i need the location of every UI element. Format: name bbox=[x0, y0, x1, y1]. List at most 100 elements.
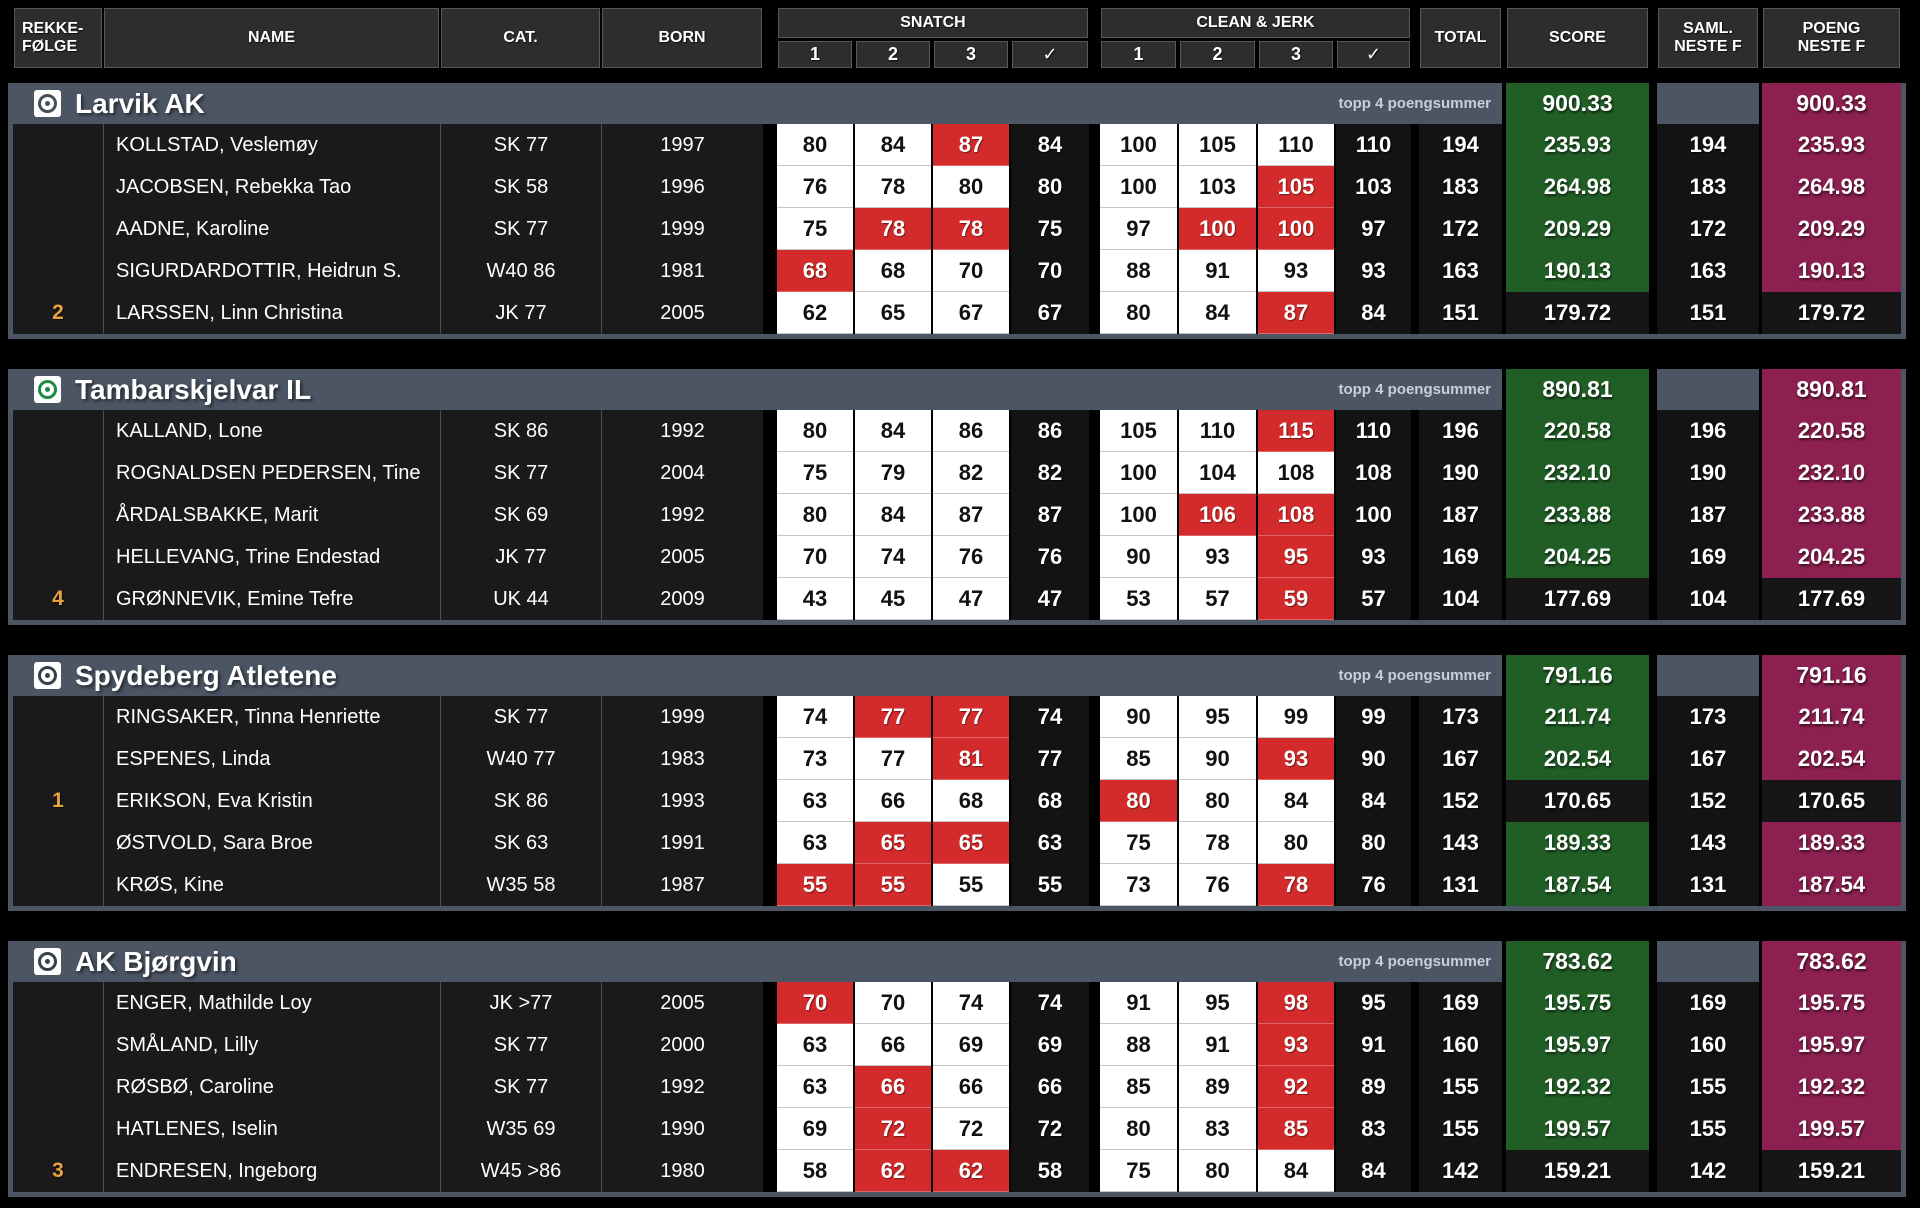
athlete-name-cell: AADNE, Karoline bbox=[103, 208, 440, 250]
order-cell bbox=[13, 410, 103, 452]
header-total: TOTAL bbox=[1420, 8, 1501, 68]
team-block: Tambarskjelvar IL topp 4 poengsummer 890… bbox=[8, 369, 1906, 625]
athlete-row: 4 GRØNNEVIK, Emine Tefre UK 44 2009 43 4… bbox=[13, 578, 1901, 620]
team-header-row: Tambarskjelvar IL topp 4 poengsummer 890… bbox=[13, 369, 1901, 410]
snatch-best-cell: 68 bbox=[1011, 780, 1089, 822]
cj-attempt-cell: 91 bbox=[1179, 1024, 1256, 1066]
header-cj-1: 1 bbox=[1101, 41, 1176, 68]
saml-neste-f-cell: 143 bbox=[1657, 822, 1759, 864]
cj-attempt-cell: 88 bbox=[1100, 1024, 1177, 1066]
snatch-attempt-cell: 66 bbox=[855, 1024, 931, 1066]
total-cell: 196 bbox=[1419, 410, 1502, 452]
score-cell: 211.74 bbox=[1506, 696, 1649, 738]
order-cell bbox=[13, 208, 103, 250]
cj-attempt-cell: 93 bbox=[1258, 1024, 1334, 1066]
header-rekkefolge: REKKE- FØLGE bbox=[14, 8, 102, 68]
category-cell: SK 77 bbox=[440, 452, 601, 494]
header-cj-best-check-icon: ✓ bbox=[1337, 41, 1410, 68]
header-cat: CAT. bbox=[441, 8, 600, 68]
category-cell: W40 86 bbox=[440, 250, 601, 292]
cj-best-cell: 83 bbox=[1336, 1108, 1411, 1150]
cj-attempt-cell: 110 bbox=[1258, 124, 1334, 166]
snatch-attempt-cell: 65 bbox=[933, 822, 1009, 864]
cj-attempt-cell: 80 bbox=[1100, 292, 1177, 334]
cj-attempt-cell: 80 bbox=[1100, 780, 1177, 822]
cj-attempt-cell: 93 bbox=[1258, 738, 1334, 780]
born-cell: 1997 bbox=[601, 124, 763, 166]
saml-neste-f-cell: 183 bbox=[1657, 166, 1759, 208]
snatch-attempt-cell: 74 bbox=[933, 982, 1009, 1024]
athlete-name-cell: ØSTVOLD, Sara Broe bbox=[103, 822, 440, 864]
cj-attempt-cell: 59 bbox=[1258, 578, 1334, 620]
snatch-attempt-cell: 87 bbox=[933, 494, 1009, 536]
snatch-attempt-cell: 55 bbox=[777, 864, 853, 906]
header-score: SCORE bbox=[1507, 8, 1648, 68]
snatch-attempt-cell: 76 bbox=[933, 536, 1009, 578]
snatch-best-cell: 67 bbox=[1011, 292, 1089, 334]
cj-best-cell: 84 bbox=[1336, 292, 1411, 334]
athlete-row: 1 ERIKSON, Eva Kristin SK 86 1993 63 66 … bbox=[13, 780, 1901, 822]
snatch-attempt-cell: 80 bbox=[933, 166, 1009, 208]
born-cell: 2000 bbox=[601, 1024, 763, 1066]
score-cell: 199.57 bbox=[1506, 1108, 1649, 1150]
cj-attempt-cell: 90 bbox=[1100, 536, 1177, 578]
team-topp-label: topp 4 poengsummer bbox=[1338, 953, 1491, 970]
category-cell: SK 77 bbox=[440, 696, 601, 738]
snatch-attempt-cell: 63 bbox=[777, 1066, 853, 1108]
snatch-best-cell: 74 bbox=[1011, 982, 1089, 1024]
category-cell: JK >77 bbox=[440, 982, 601, 1024]
poeng-neste-f-cell: 179.72 bbox=[1762, 292, 1901, 334]
athlete-row: KRØS, Kine W35 58 1987 55 55 55 55 73 76… bbox=[13, 864, 1901, 906]
header-snatch-group: SNATCH bbox=[778, 8, 1088, 38]
saml-neste-f-cell: 155 bbox=[1657, 1108, 1759, 1150]
athlete-name-cell: KOLLSTAD, Veslemøy bbox=[103, 124, 440, 166]
team-header-row: Spydeberg Atletene topp 4 poengsummer 79… bbox=[13, 655, 1901, 696]
cj-attempt-cell: 105 bbox=[1179, 124, 1256, 166]
total-cell: 173 bbox=[1419, 696, 1502, 738]
snatch-attempt-cell: 79 bbox=[855, 452, 931, 494]
cj-attempt-cell: 106 bbox=[1179, 494, 1256, 536]
category-cell: W40 77 bbox=[440, 738, 601, 780]
header-cj-3: 3 bbox=[1259, 41, 1333, 68]
total-cell: 187 bbox=[1419, 494, 1502, 536]
athlete-name-cell: KRØS, Kine bbox=[103, 864, 440, 906]
snatch-attempt-cell: 68 bbox=[777, 250, 853, 292]
born-cell: 1987 bbox=[601, 864, 763, 906]
header-snatch-best-check-icon: ✓ bbox=[1012, 41, 1088, 68]
header-poeng-line1: POENG bbox=[1802, 20, 1861, 38]
saml-neste-f-cell: 172 bbox=[1657, 208, 1759, 250]
team-header-row: Larvik AK topp 4 poengsummer 900.33 900.… bbox=[13, 83, 1901, 124]
team-block: Spydeberg Atletene topp 4 poengsummer 79… bbox=[8, 655, 1906, 911]
snatch-attempt-cell: 77 bbox=[855, 696, 931, 738]
score-cell: 202.54 bbox=[1506, 738, 1649, 780]
score-cell: 264.98 bbox=[1506, 166, 1649, 208]
cj-best-cell: 84 bbox=[1336, 780, 1411, 822]
cj-attempt-cell: 95 bbox=[1179, 982, 1256, 1024]
athlete-row: 2 LARSSEN, Linn Christina JK 77 2005 62 … bbox=[13, 292, 1901, 334]
snatch-best-cell: 77 bbox=[1011, 738, 1089, 780]
athlete-row: KALLAND, Lone SK 86 1992 80 84 86 86 105… bbox=[13, 410, 1901, 452]
order-cell bbox=[13, 1066, 103, 1108]
snatch-best-cell: 75 bbox=[1011, 208, 1089, 250]
order-cell bbox=[13, 166, 103, 208]
header-cj-2: 2 bbox=[1180, 41, 1255, 68]
snatch-attempt-cell: 65 bbox=[855, 292, 931, 334]
snatch-best-cell: 72 bbox=[1011, 1108, 1089, 1150]
header-saml-line2: NESTE F bbox=[1674, 38, 1742, 55]
snatch-attempt-cell: 70 bbox=[777, 982, 853, 1024]
snatch-attempt-cell: 78 bbox=[855, 166, 931, 208]
athlete-name-cell: ÅRDALSBAKKE, Marit bbox=[103, 494, 440, 536]
order-cell bbox=[13, 696, 103, 738]
score-cell: 195.75 bbox=[1506, 982, 1649, 1024]
born-cell: 1993 bbox=[601, 780, 763, 822]
order-cell: 1 bbox=[13, 780, 103, 822]
category-cell: SK 69 bbox=[440, 494, 601, 536]
born-cell: 1992 bbox=[601, 410, 763, 452]
total-cell: 190 bbox=[1419, 452, 1502, 494]
athlete-row: ENGER, Mathilde Loy JK >77 2005 70 70 74… bbox=[13, 982, 1901, 1024]
snatch-attempt-cell: 84 bbox=[855, 410, 931, 452]
score-cell: 235.93 bbox=[1506, 124, 1649, 166]
header-born: BORN bbox=[602, 8, 762, 68]
cj-attempt-cell: 90 bbox=[1179, 738, 1256, 780]
athlete-name-cell: GRØNNEVIK, Emine Tefre bbox=[103, 578, 440, 620]
